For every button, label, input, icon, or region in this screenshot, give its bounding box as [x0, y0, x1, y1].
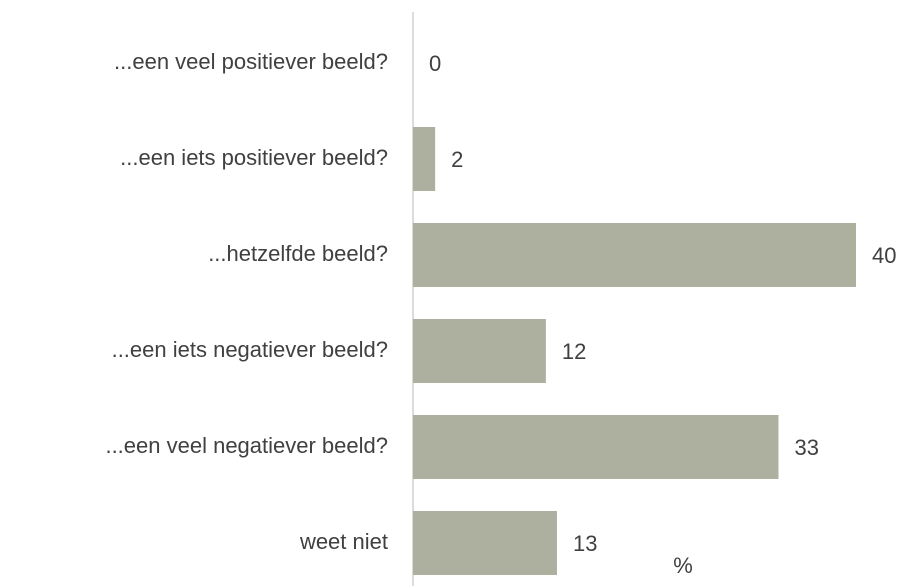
- value-label: 40: [872, 243, 896, 268]
- category-label: ...een veel positiever beeld?: [114, 49, 388, 74]
- bar: [413, 127, 436, 191]
- x-axis-label: %: [673, 553, 693, 578]
- value-label: 12: [562, 339, 586, 364]
- value-label: 2: [451, 147, 463, 172]
- bar: [413, 511, 557, 575]
- bar: [413, 415, 779, 479]
- bar: [413, 319, 546, 383]
- category-label: ...hetzelfde beeld?: [208, 241, 388, 266]
- category-label: weet niet: [299, 529, 388, 554]
- value-label: 33: [794, 435, 818, 460]
- category-label: ...een veel negatiever beeld?: [105, 433, 388, 458]
- value-label: 0: [429, 51, 441, 76]
- category-label: ...een iets negatiever beeld?: [112, 337, 388, 362]
- bar: [413, 223, 856, 287]
- category-label: ...een iets positiever beeld?: [120, 145, 388, 170]
- value-label: 13: [573, 531, 597, 556]
